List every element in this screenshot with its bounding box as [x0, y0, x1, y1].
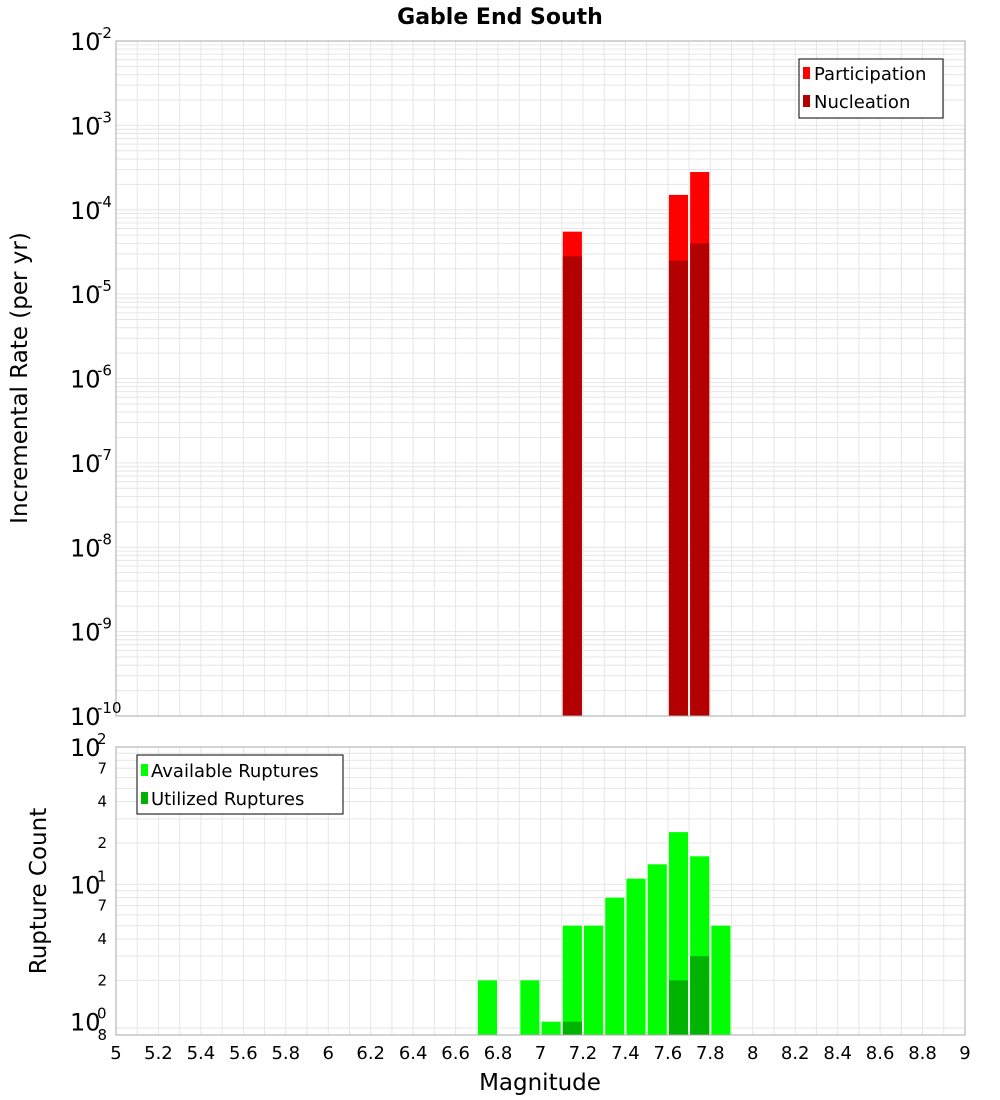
- x-tick-label: 7.6: [654, 1043, 683, 1064]
- top-bar-s2-1: [668, 260, 689, 716]
- top-y-tick-mantissa: 10: [70, 619, 101, 647]
- x-axis-label: Magnitude: [479, 1070, 601, 1096]
- top-bar-s2-0: [562, 256, 582, 716]
- top-y-tick-mantissa: 10: [70, 366, 101, 394]
- bottom-bar-s1-2: [541, 1021, 561, 1035]
- x-tick-label: 7.8: [696, 1043, 725, 1064]
- top-y-tick-mantissa: 10: [70, 450, 101, 478]
- x-tick-label: 5: [110, 1043, 121, 1064]
- bottom-y-tick-mantissa: 10: [70, 734, 101, 762]
- bottom-bar-s2-1: [668, 980, 689, 1035]
- bottom-legend-box: [136, 754, 344, 815]
- top-bar-s2-2: [690, 243, 710, 717]
- x-tick-label: 8.8: [908, 1043, 937, 1064]
- top-y-tick-exponent: -9: [97, 615, 112, 633]
- top-bars: [562, 172, 710, 717]
- legend-swatch-nucleation: [803, 95, 810, 107]
- top-y-tick-exponent: -7: [97, 446, 112, 464]
- top-y-tick-exponent: -5: [97, 277, 112, 295]
- bottom-bar-s1-3: [562, 925, 582, 1035]
- bottom-bar-s1-5: [605, 897, 625, 1035]
- bottom-bar-s1-7: [647, 864, 667, 1035]
- bottom-y-minor-tick-label: 2: [97, 834, 107, 852]
- top-y-tick-mantissa: 10: [70, 28, 101, 56]
- legend-swatch-participation: [803, 67, 810, 79]
- legend-label-participation: Participation: [814, 64, 926, 85]
- top-y-tick-exponent: -2: [97, 24, 112, 42]
- x-tick-label: 6.6: [441, 1043, 470, 1064]
- x-tick-label: 8.6: [866, 1043, 895, 1064]
- legend-label-nucleation: Nucleation: [814, 92, 910, 113]
- bottom-plot-border: [115, 746, 966, 1036]
- x-tick-label: 6.4: [399, 1043, 428, 1064]
- top-gridlines: [116, 41, 965, 716]
- top-y-tick-exponent: -8: [97, 530, 112, 548]
- top-legend-box: [798, 58, 944, 119]
- x-tick-label: 6.8: [484, 1043, 513, 1064]
- bottom-y-minor-tick-label: 8: [97, 1026, 107, 1044]
- x-tick-label: 5.2: [144, 1043, 173, 1064]
- x-tick-label: 9: [959, 1043, 970, 1064]
- x-tick-label: 7.4: [611, 1043, 640, 1064]
- x-tick-label: 5.6: [229, 1043, 258, 1064]
- x-tick-label: 7.2: [569, 1043, 598, 1064]
- top-plot-border: [115, 40, 966, 717]
- bottom-y-tick-exponent: 2: [97, 730, 107, 748]
- bottom-y-minor-tick-label: 4: [97, 930, 107, 948]
- top-y-tick-mantissa: 10: [70, 281, 101, 309]
- legend-swatch-utilized: [141, 792, 148, 804]
- bottom-y-minor-tick-label: 7: [97, 759, 107, 777]
- bottom-bar-s1-1: [520, 980, 540, 1035]
- bottom-y-minor-tick-label: 4: [97, 793, 107, 811]
- bottom-y-minor-tick-label: 2: [97, 971, 107, 989]
- legend-swatch-available: [141, 764, 148, 776]
- bottom-bar-s1-4: [584, 925, 604, 1035]
- bottom-bar-s1-6: [626, 878, 646, 1035]
- bottom-y-tick-mantissa: 10: [70, 871, 101, 899]
- x-tick-label: 6: [323, 1043, 334, 1064]
- top-y-tick-exponent: -3: [97, 108, 112, 126]
- chart-title: Gable End South: [397, 5, 603, 30]
- x-tick-label: 8.4: [823, 1043, 852, 1064]
- x-tick-label: 6.2: [356, 1043, 385, 1064]
- bottom-y-axis-label: Rupture Count: [26, 808, 52, 974]
- x-tick-labels: 5 5.2 5.4 5.6 5.8 6 6.2 6.4 6.6 6.8 7 7.2 7.4 7.6 7.8 8…: [110, 1043, 970, 1064]
- bottom-y-tick-mantissa: 10: [70, 1009, 101, 1037]
- x-tick-label: 5.4: [187, 1043, 216, 1064]
- bottom-bar-s2-2: [690, 956, 710, 1035]
- bottom-bar-s2-0: [562, 1021, 582, 1035]
- bottom-legend: Available Ruptures Utilized Ruptures: [136, 754, 344, 815]
- legend-label-utilized: Utilized Ruptures: [151, 789, 304, 810]
- bottom-bar-s1-0: [477, 980, 497, 1035]
- x-tick-label: 8.2: [781, 1043, 810, 1064]
- top-legend: Participation Nucleation: [798, 58, 944, 119]
- x-tick-label: 8: [747, 1043, 758, 1064]
- top-y-tick-mantissa: 10: [70, 197, 101, 225]
- bottom-y-tick-exponent: 0: [97, 1005, 107, 1023]
- top-y-tick-mantissa: 10: [70, 112, 101, 140]
- bottom-bars: [477, 832, 731, 1035]
- legend-label-available: Available Ruptures: [151, 761, 319, 782]
- top-y-tick-exponent: -10: [97, 699, 122, 717]
- bottom-y-minor-tick-label: 7: [97, 897, 107, 915]
- top-y-axis-label: Incremental Rate (per yr): [7, 232, 33, 524]
- top-y-tick-mantissa: 10: [70, 703, 101, 731]
- top-y-tick-exponent: -4: [97, 193, 112, 211]
- x-tick-label: 5.8: [271, 1043, 300, 1064]
- top-y-tick-exponent: -6: [97, 362, 112, 380]
- bottom-y-tick-exponent: 1: [97, 867, 107, 885]
- top-y-tick-mantissa: 10: [70, 534, 101, 562]
- x-tick-label: 7: [535, 1043, 546, 1064]
- bottom-bar-s1-10: [711, 925, 731, 1035]
